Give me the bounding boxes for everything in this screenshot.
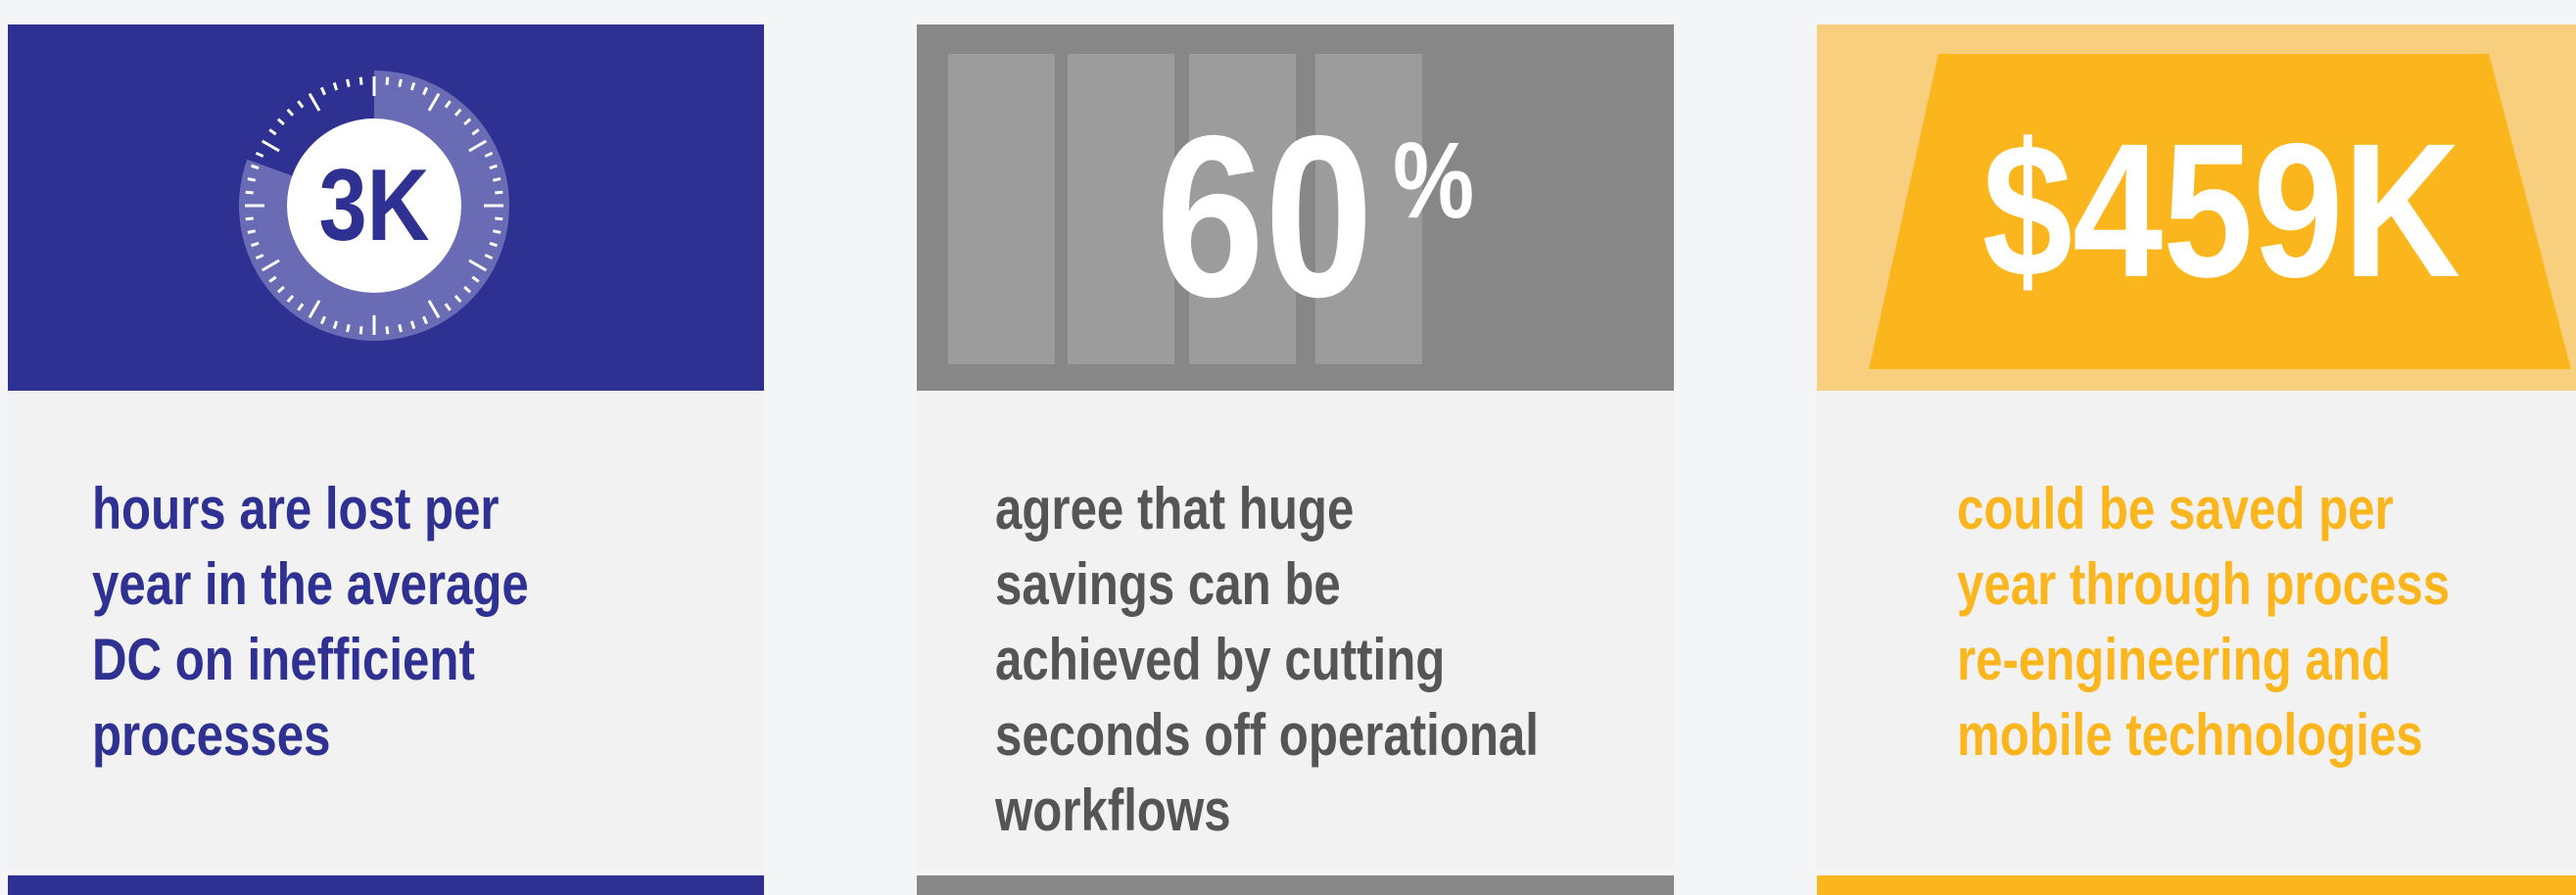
dial-tick xyxy=(297,303,305,311)
description-line: year through process xyxy=(1957,551,2451,617)
dial-tick xyxy=(422,315,429,325)
stat-value: 60 xyxy=(1156,89,1373,346)
dial-tick xyxy=(468,259,488,272)
dial-tick xyxy=(286,295,295,304)
dial-tick xyxy=(250,164,260,170)
description-line: processes xyxy=(92,702,331,768)
dial-tick xyxy=(332,81,339,91)
description-line: agree that huge xyxy=(995,476,1355,542)
card-footer xyxy=(8,875,764,895)
dial-tick xyxy=(268,275,277,283)
dial-tick xyxy=(268,128,277,136)
stat-card: 60 % agree that huge savings can be achiev… xyxy=(917,24,1674,895)
dial-tick xyxy=(247,177,257,182)
dial-tick xyxy=(261,139,280,153)
dial-tick xyxy=(358,76,363,85)
description: could be saved per year through process re… xyxy=(1957,471,2450,773)
card-footer xyxy=(1817,875,2576,895)
dial-tick xyxy=(444,100,452,109)
dial-tick xyxy=(463,118,472,126)
dial-tick xyxy=(471,275,480,283)
dial-tick xyxy=(297,100,305,109)
dial-tick xyxy=(489,241,499,248)
dial-tick xyxy=(358,326,363,335)
card-body: agree that huge savings can be achieved by… xyxy=(917,391,1674,871)
dial-tick xyxy=(276,285,285,294)
dial-tick xyxy=(495,190,503,195)
dial-tick xyxy=(453,295,462,304)
description-line: savings can be xyxy=(995,551,1341,617)
stat-card: $459K could be saved per year through pro… xyxy=(1817,24,2576,895)
card-header: 60 % xyxy=(917,24,1674,391)
dial-tick xyxy=(245,190,254,195)
dial-tick xyxy=(255,254,264,260)
description-line: year in the average xyxy=(92,551,529,617)
description-line: hours are lost per xyxy=(92,476,500,542)
dial-tick xyxy=(492,177,501,182)
card-body: hours are lost per year in the average DC … xyxy=(8,391,764,871)
dial-tick xyxy=(453,108,462,117)
description: hours are lost per year in the average DC … xyxy=(92,471,529,773)
dial-tick xyxy=(250,241,260,248)
dial-tick xyxy=(261,259,280,272)
stat-value: $459K xyxy=(1982,104,2460,317)
dial-tick xyxy=(255,151,264,158)
dial-tick xyxy=(492,229,501,234)
dial-tick xyxy=(489,164,499,170)
stat-suffix: % xyxy=(1393,120,1474,241)
dial-tick xyxy=(468,139,488,153)
description-line: re-engineering and xyxy=(1957,627,2391,692)
dial-tick xyxy=(427,300,441,319)
dial-tick xyxy=(319,86,326,96)
dial-tick xyxy=(385,76,390,85)
dial-tick xyxy=(276,118,285,126)
dial-tick xyxy=(463,285,472,294)
description-line: DC on inefficient xyxy=(92,627,475,692)
dial-tick xyxy=(346,78,351,88)
dial-tick xyxy=(484,254,494,260)
dial-tick xyxy=(247,229,257,234)
description-line: workflows xyxy=(995,777,1231,843)
description-line: seconds off operational xyxy=(995,702,1539,768)
dial-tick xyxy=(495,216,503,221)
description-line: achieved by cutting xyxy=(995,627,1446,692)
dial-tick xyxy=(409,81,416,91)
description-line: could be saved per xyxy=(1957,476,2394,542)
dial-tick xyxy=(444,303,452,311)
dial-tick xyxy=(346,323,351,333)
dial-tick xyxy=(484,151,494,158)
dial-tick xyxy=(245,216,254,221)
dial-tick xyxy=(427,92,441,112)
dial-tick xyxy=(286,108,295,117)
dial-tick xyxy=(319,315,326,325)
card-footer xyxy=(917,875,1674,895)
stat-card: 3K hours are lost per year in the average… xyxy=(8,24,764,895)
dial-tick xyxy=(308,300,321,319)
dial-tick xyxy=(409,320,416,330)
dial-tick xyxy=(308,92,321,112)
dial-tick xyxy=(385,326,390,335)
dial-tick xyxy=(332,320,339,330)
card-body: could be saved per year through process re… xyxy=(1817,391,2576,871)
dial-tick xyxy=(398,78,403,88)
card-header: $459K xyxy=(1817,24,2576,391)
description: agree that huge savings can be achieved by… xyxy=(995,471,1539,848)
dial-tick xyxy=(398,323,403,333)
stat-value: 3K xyxy=(319,149,430,261)
dial-tick xyxy=(471,128,480,136)
dial-tick xyxy=(422,86,429,96)
description-line: mobile technologies xyxy=(1957,702,2423,768)
card-header: 3K xyxy=(8,24,764,391)
